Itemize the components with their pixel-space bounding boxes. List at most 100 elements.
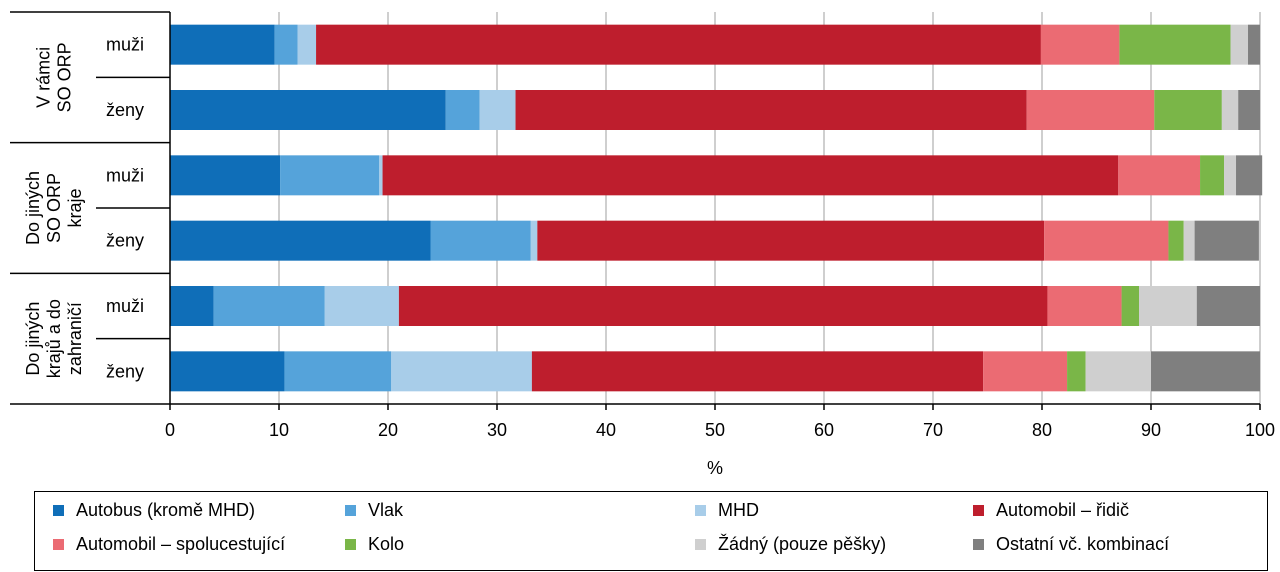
x-tick-label: 70 (923, 420, 943, 440)
bar-segment (280, 155, 380, 196)
bar-segment (1200, 155, 1225, 196)
category-label: ženy (106, 231, 144, 251)
legend-label: MHD (718, 499, 759, 520)
legend-label: Automobil – spolucestující (76, 533, 286, 554)
group-label-line: krajů a do (44, 299, 64, 378)
legend-label: Autobus (kromě MHD) (76, 499, 256, 520)
group-label-line: Do jiných (23, 171, 43, 245)
bar-segment (170, 90, 446, 130)
bar-segment (213, 286, 325, 326)
group-label-line: zahraničí (65, 302, 85, 375)
bar-segment (1085, 351, 1151, 392)
bar-segment (398, 286, 1048, 326)
x-tick-label: 90 (1141, 420, 1161, 440)
bar-segment (274, 24, 298, 65)
bar-segment (983, 351, 1068, 392)
bar-segment (1151, 351, 1260, 392)
group-label-line: SO ORP (55, 42, 75, 112)
bar-segment (1221, 90, 1239, 130)
bar-segment (1139, 286, 1197, 326)
bar-segment (515, 90, 1027, 130)
x-tick-label: 50 (705, 420, 725, 440)
legend-swatch (695, 504, 706, 516)
bar-segment (537, 220, 1045, 261)
x-tick-label: 20 (378, 420, 398, 440)
bar-segment (316, 24, 1041, 65)
legend-swatch (345, 538, 356, 550)
legend-swatch (53, 504, 64, 516)
bar-segment (170, 351, 285, 392)
legend-swatch (53, 538, 64, 550)
category-label: ženy (106, 361, 144, 381)
category-label: muži (106, 35, 144, 55)
chart-legend: Autobus (kromě MHD) Vlak MHD Automobil – ři… (34, 491, 1268, 571)
bar-segment (531, 351, 984, 392)
x-tick-label: 10 (269, 420, 289, 440)
bar-segment (1119, 24, 1231, 65)
bar-segment (324, 286, 399, 326)
bar-segment (170, 286, 214, 326)
x-tick-label: 30 (487, 420, 507, 440)
bar-segment (1183, 220, 1195, 261)
bar-segment (1238, 90, 1260, 130)
legend-label: Automobil – řidič (996, 499, 1130, 520)
group-label: Do jinýchkrajů a dozahraničí (23, 299, 85, 378)
legend-label: Kolo (368, 533, 405, 554)
bar-segment (445, 90, 480, 130)
bar-segment (284, 351, 392, 392)
bar-segment (1168, 220, 1184, 261)
bar-segment (391, 351, 532, 392)
bar-segment (170, 155, 281, 196)
x-tick-label: 100 (1245, 420, 1275, 440)
legend-swatch (973, 504, 984, 516)
legend-swatch (695, 538, 706, 550)
bar-segment (1121, 286, 1140, 326)
group-label-line: V rámci (34, 47, 54, 108)
bar-segment (1118, 155, 1201, 196)
legend-label: Vlak (368, 499, 404, 520)
group-label: V rámciSO ORP (34, 42, 75, 112)
category-label: muži (106, 165, 144, 185)
legend-item: Ostatní vč. kombinací (973, 532, 1169, 556)
x-tick-label: 60 (814, 420, 834, 440)
bar-segment (1194, 220, 1259, 261)
legend-item: Kolo (345, 532, 404, 556)
legend-swatch (973, 538, 984, 550)
bar-segment (297, 24, 317, 65)
category-label: ženy (106, 100, 144, 120)
bar-segment (430, 220, 531, 261)
bar-segment (1224, 155, 1237, 196)
legend-swatch (345, 504, 356, 516)
group-label-line: SO ORP (44, 173, 64, 243)
x-tick-label: 40 (596, 420, 616, 440)
bar-segment (1196, 286, 1260, 326)
bar-segment (1044, 220, 1169, 261)
bar-segment (1026, 90, 1155, 130)
bar-segment (530, 220, 538, 261)
legend-item: Žádný (pouze pěšky) (695, 532, 886, 556)
legend-item: Automobil – spolucestující (53, 532, 285, 556)
bar-segment (1248, 24, 1260, 65)
legend-item: Autobus (kromě MHD) (53, 498, 255, 522)
bar-segment (170, 220, 431, 261)
bar-segment (1067, 351, 1086, 392)
group-label: Do jinýchSO ORPkraje (23, 171, 85, 245)
x-tick-label: 80 (1032, 420, 1052, 440)
group-label-line: kraje (65, 188, 85, 227)
legend-item: Automobil – řidič (973, 498, 1129, 522)
x-axis-title: % (707, 458, 723, 478)
group-label-line: Do jiných (23, 302, 43, 376)
bar-segment (1236, 155, 1263, 196)
x-tick-label: 0 (165, 420, 175, 440)
bar-segment (170, 24, 275, 65)
bar-segment (1230, 24, 1249, 65)
bar-segment (382, 155, 1119, 196)
legend-item: Vlak (345, 498, 403, 522)
bar-segment (1040, 24, 1120, 65)
bar-segment (479, 90, 516, 130)
bar-segment (379, 155, 383, 196)
bar-segment (1047, 286, 1122, 326)
bar-segment (1154, 90, 1222, 130)
